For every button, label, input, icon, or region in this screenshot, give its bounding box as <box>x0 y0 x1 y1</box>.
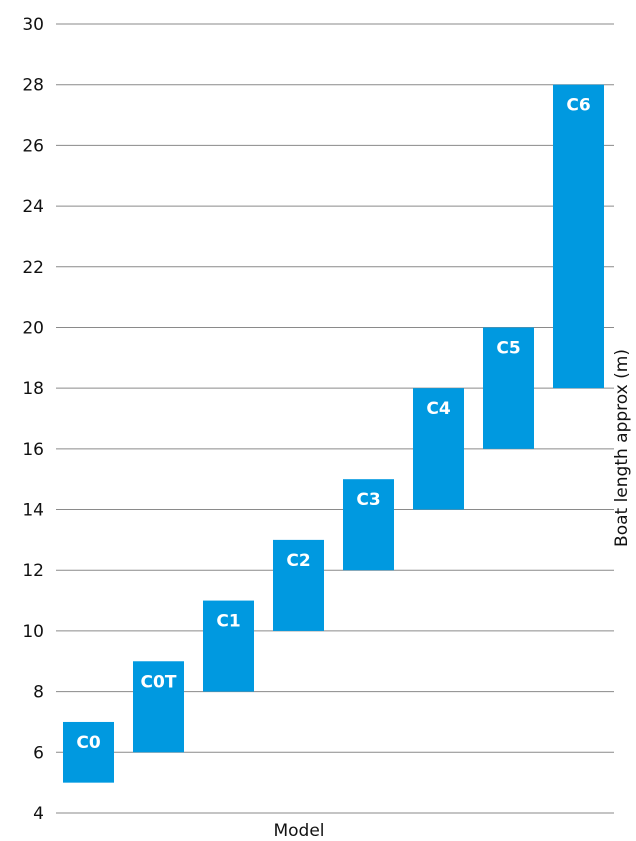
bar-label-c5: C5 <box>496 338 520 358</box>
bar-c2 <box>273 539 324 631</box>
x-axis-title: Model <box>273 821 324 841</box>
bar-c1 <box>203 600 254 692</box>
bar-label-c2: C2 <box>286 551 310 571</box>
bar-c0t <box>133 661 184 753</box>
bar-label-c4: C4 <box>426 399 450 419</box>
y-tick-label-14: 14 <box>22 501 44 521</box>
bar-label-c0t: C0T <box>141 672 177 692</box>
y-tick-label-20: 20 <box>22 318 44 338</box>
y-tick-label-26: 26 <box>22 136 44 156</box>
bar-c4 <box>413 388 464 510</box>
y-tick-label-4: 4 <box>33 804 44 824</box>
y-tick-label-12: 12 <box>22 561 44 581</box>
bar-label-c1: C1 <box>216 612 240 632</box>
y-tick-label-28: 28 <box>22 76 44 96</box>
y-tick-label-30: 30 <box>22 15 44 35</box>
bar-c5 <box>483 327 534 449</box>
y-tick-label-10: 10 <box>22 622 44 642</box>
y-tick-label-6: 6 <box>33 743 44 763</box>
y-tick-labels: 4 6 8 10 12 14 16 18 20 22 24 26 28 30 <box>22 15 44 824</box>
y-tick-label-18: 18 <box>22 379 44 399</box>
bar-c6 <box>553 84 604 389</box>
bar-label-c3: C3 <box>356 490 380 510</box>
bar-label-c6: C6 <box>566 96 590 116</box>
grid-lines <box>56 23 614 814</box>
bar-label-c0: C0 <box>76 733 100 753</box>
y-axis-title: Boat length approx (m) <box>612 349 632 547</box>
bars: C0 C0T C1 C2 C3 C4 C5 C6 <box>63 84 604 783</box>
y-tick-label-24: 24 <box>22 197 44 217</box>
y-tick-label-22: 22 <box>22 258 44 278</box>
y-tick-label-8: 8 <box>33 683 44 703</box>
bar-c0 <box>63 721 114 783</box>
y-tick-label-16: 16 <box>22 440 44 460</box>
bar-c3 <box>343 479 394 571</box>
